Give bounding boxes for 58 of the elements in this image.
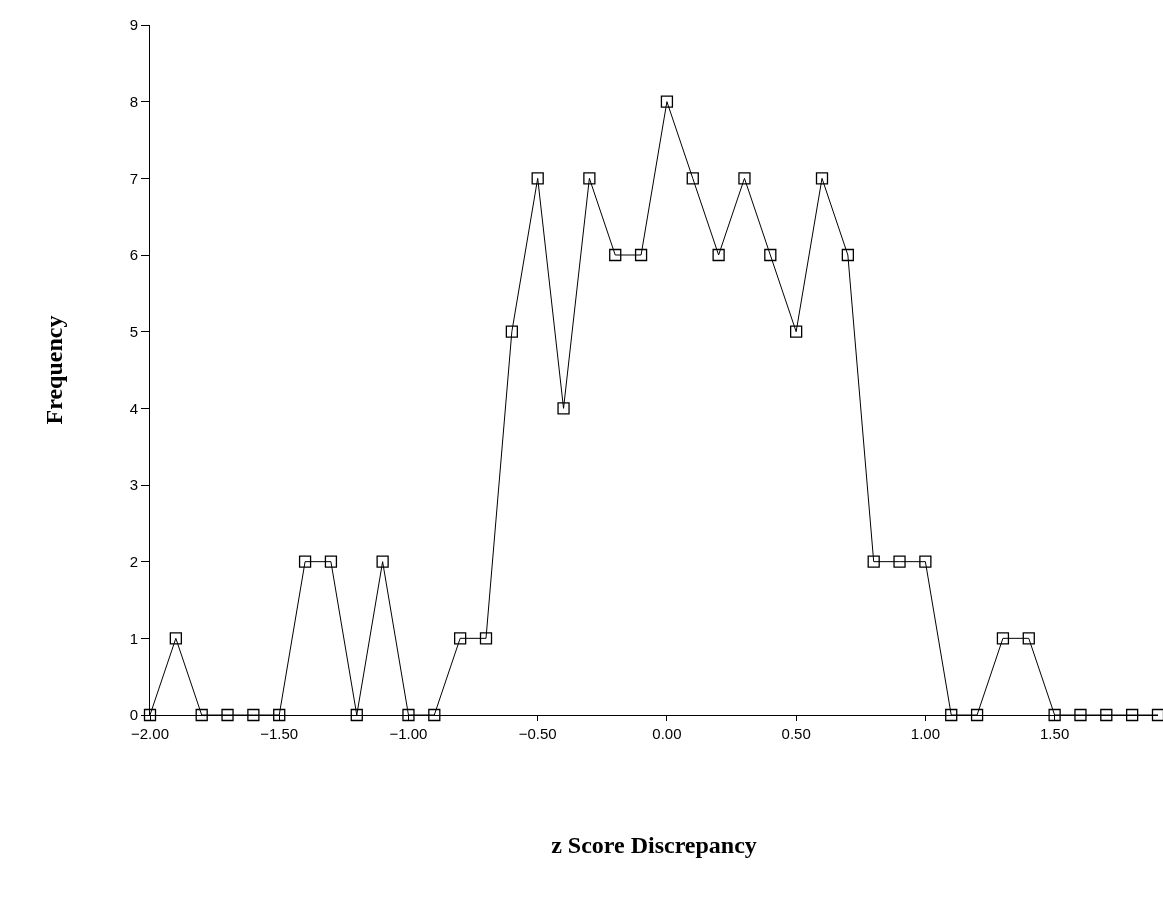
point: [169, 632, 182, 645]
x-tick-label: 1.50: [1040, 725, 1070, 742]
point: [583, 172, 596, 185]
point: [1022, 632, 1035, 645]
point: [557, 402, 570, 415]
point: [815, 172, 829, 185]
point: [867, 555, 880, 568]
point: [1074, 708, 1087, 722]
point: [195, 708, 208, 722]
point: [1126, 708, 1139, 722]
point: [505, 325, 518, 338]
x-tick-label: −1.50: [260, 725, 299, 742]
point: [376, 555, 389, 568]
point: [454, 632, 467, 645]
point: [945, 708, 958, 722]
point: [1100, 708, 1113, 722]
point: [247, 708, 260, 722]
point: [298, 555, 312, 568]
point: [841, 248, 854, 262]
point: [790, 325, 803, 338]
point: [996, 632, 1010, 645]
point: [221, 708, 234, 722]
y-tick-label: 8: [129, 92, 138, 110]
y-tick-label: 9: [129, 16, 138, 34]
point: [634, 248, 648, 262]
point: [324, 555, 338, 568]
x-axis-title: z Score Discrepancy: [551, 832, 757, 859]
y-axis-title: Frequency: [40, 315, 67, 425]
point: [350, 708, 363, 722]
x-tick-label: 1.00: [910, 725, 940, 742]
point: [686, 172, 699, 185]
point: [531, 172, 544, 185]
x-tick-label: 0.00: [652, 725, 682, 742]
y-tick-label: 1: [129, 629, 138, 647]
x-tick-label: 0.50: [781, 725, 811, 742]
point: [764, 248, 777, 262]
point: [738, 172, 751, 185]
y-tick-label: 0: [129, 706, 138, 724]
x-tick-label: −1.00: [389, 725, 428, 742]
y-tick-label: 3: [129, 476, 138, 494]
x-tick-label: −0.50: [518, 725, 557, 742]
y-tick-label: 4: [129, 399, 138, 417]
x-tick-label: −2.00: [131, 725, 169, 742]
y-tick-label: 5: [129, 322, 138, 340]
point: [970, 708, 984, 722]
point: [893, 555, 906, 568]
point: [479, 632, 493, 645]
point: [712, 248, 725, 262]
y-tick-label: 2: [129, 552, 138, 570]
point: [428, 708, 441, 722]
point: [402, 708, 415, 722]
point: [660, 95, 674, 108]
y-tick-label: 7: [129, 169, 138, 187]
point: [1048, 708, 1061, 722]
point: [273, 708, 286, 722]
y-tick-label: 6: [129, 246, 138, 264]
point: [919, 555, 932, 568]
point: [609, 248, 622, 262]
